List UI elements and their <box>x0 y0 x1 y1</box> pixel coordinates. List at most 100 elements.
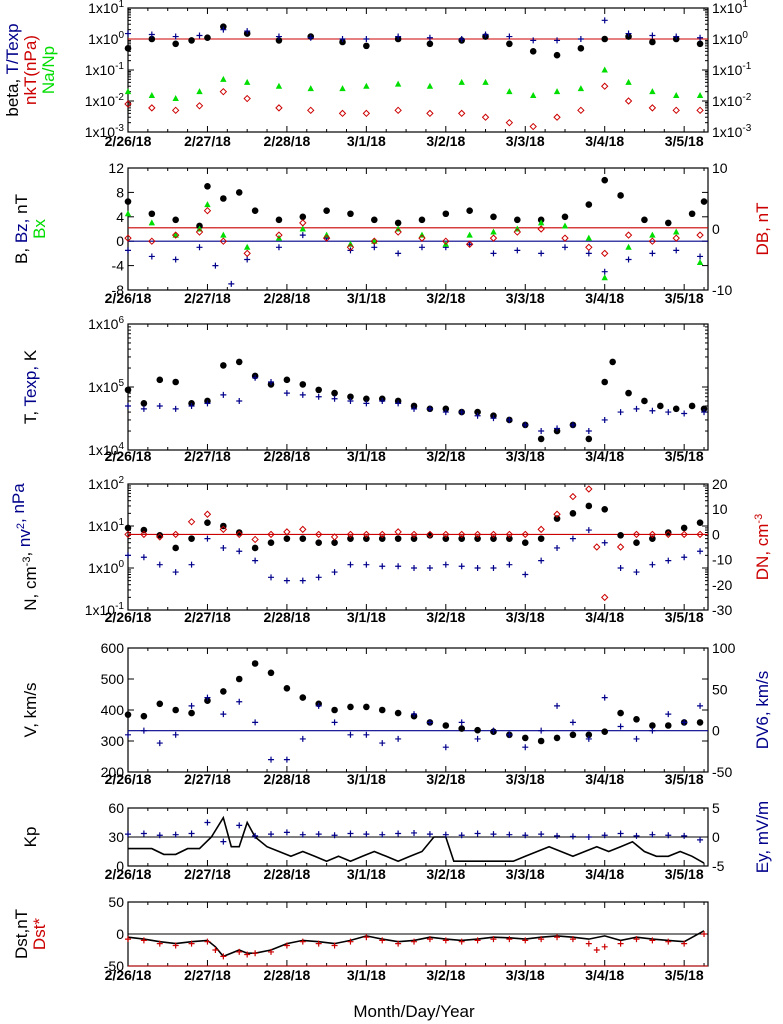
y-tick-label: 0 <box>116 926 124 942</box>
y-axis-label: V, km/s <box>21 682 40 737</box>
data-point <box>156 402 163 409</box>
data-point <box>275 82 283 89</box>
data-point <box>188 702 195 709</box>
data-point <box>314 530 323 539</box>
data-point <box>236 397 243 404</box>
data-point <box>379 740 386 747</box>
data-point <box>601 249 609 258</box>
data-point <box>188 402 195 409</box>
data-point <box>633 405 640 412</box>
data-point <box>553 88 561 95</box>
data-point <box>617 532 624 539</box>
data-point <box>633 569 640 576</box>
data-point <box>251 660 259 667</box>
y-right-tick-label: -30 <box>712 602 732 618</box>
y-right-tick-label: -10 <box>712 552 732 568</box>
data-point <box>125 831 131 838</box>
data-point <box>426 405 433 412</box>
data-point <box>268 379 275 386</box>
data-point <box>307 34 314 41</box>
data-point <box>172 95 179 102</box>
data-point <box>426 565 433 571</box>
panel-frame <box>127 167 709 291</box>
data-point <box>219 87 228 96</box>
data-point <box>204 819 211 826</box>
data-point <box>236 698 243 705</box>
data-point <box>315 940 322 947</box>
data-point <box>347 731 354 738</box>
data-point <box>506 535 513 542</box>
data-point <box>457 109 466 118</box>
data-point <box>212 262 219 269</box>
data-point <box>363 535 370 542</box>
data-point <box>299 938 306 945</box>
data-point <box>601 35 609 43</box>
data-point <box>696 530 704 539</box>
data-point <box>681 410 688 417</box>
data-point <box>196 88 203 95</box>
data-point <box>665 557 672 564</box>
data-point <box>513 228 522 236</box>
data-point <box>585 243 593 252</box>
data-point <box>466 231 473 238</box>
data-point <box>331 389 338 397</box>
y-right-tick-label: -50 <box>712 764 732 780</box>
data-point <box>696 40 704 48</box>
data-point <box>243 94 251 103</box>
data-point <box>395 400 402 407</box>
data-point <box>363 400 370 407</box>
data-point <box>268 948 275 955</box>
data-point <box>553 515 561 522</box>
data-point <box>346 243 355 252</box>
data-point <box>474 830 481 837</box>
data-point <box>236 948 243 955</box>
data-point <box>553 51 561 59</box>
data-point <box>220 26 227 33</box>
data-point <box>331 395 338 402</box>
y-right-tick-label: 100 <box>712 640 736 656</box>
x-tick-label: 3/2/18 <box>426 133 465 149</box>
x-tick-label: 2/27/18 <box>184 771 231 787</box>
data-point <box>537 737 545 745</box>
data-point <box>394 219 402 227</box>
data-point <box>554 425 561 432</box>
data-point <box>474 937 481 944</box>
data-point <box>220 362 227 369</box>
x-tick-label: 3/1/18 <box>347 448 386 464</box>
data-point <box>268 831 275 838</box>
data-point <box>569 492 577 501</box>
data-point <box>394 228 402 236</box>
y-axis-label-right: DB, nT <box>753 203 772 256</box>
data-point <box>489 530 498 539</box>
data-point <box>156 940 163 947</box>
data-point <box>339 36 346 42</box>
x-tick-label: 3/3/18 <box>506 866 545 882</box>
data-point <box>156 532 164 539</box>
data-point <box>664 722 672 729</box>
data-point <box>156 700 164 708</box>
data-point <box>672 234 680 242</box>
data-point <box>267 669 275 677</box>
data-point <box>697 836 704 843</box>
data-point <box>172 216 179 224</box>
data-point <box>204 519 211 526</box>
data-point <box>490 250 497 257</box>
data-point <box>363 934 370 941</box>
data-point <box>235 189 243 196</box>
data-point <box>362 530 371 539</box>
data-point <box>395 563 402 570</box>
data-point <box>522 421 529 428</box>
data-point <box>140 554 147 561</box>
data-point <box>196 244 203 251</box>
y-tick-label: 500 <box>101 671 125 687</box>
y-right-tick-label: 0 <box>712 221 720 237</box>
y-tick-label: 300 <box>101 733 125 749</box>
x-tick-label: 2/27/18 <box>184 609 231 625</box>
x-tick-label: 3/3/18 <box>506 448 545 464</box>
x-tick-label: 3/5/18 <box>665 967 704 983</box>
data-point <box>696 92 704 99</box>
y-axis-label: B, Bz, nT <box>12 194 31 264</box>
x-tick-label: 3/2/18 <box>426 866 465 882</box>
data-point <box>593 947 600 953</box>
data-point <box>235 529 243 536</box>
